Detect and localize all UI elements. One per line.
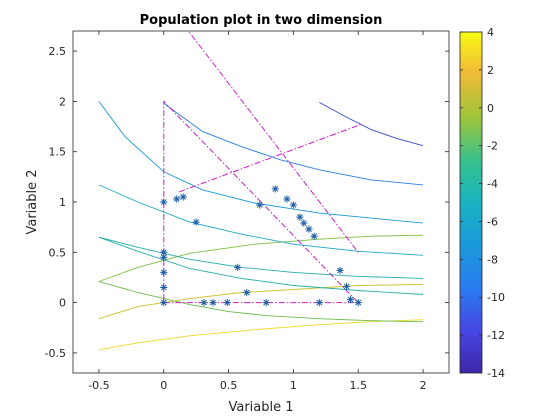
y-tick-label: -0.5: [45, 347, 66, 360]
contour-line-6: [98, 184, 424, 256]
data-point: [160, 248, 168, 256]
x-tick-label: 0.5: [220, 379, 238, 392]
data-point: [354, 298, 362, 307]
data-point: [296, 213, 304, 221]
colorbar: [459, 31, 483, 374]
contour-line-2: [98, 281, 424, 323]
y-tick-label: 1.5: [49, 146, 67, 159]
contour-line-5: [98, 236, 424, 279]
data-point: [271, 185, 279, 193]
contour-line-9: [319, 102, 424, 147]
data-point: [342, 282, 351, 291]
contour-line-0: [98, 319, 424, 351]
colorbar-tick-label: -2: [487, 140, 498, 153]
colorbar-tick-label: 4: [487, 26, 494, 39]
x-tick-label: 0: [160, 379, 167, 392]
x-tick-label: 2: [420, 379, 427, 392]
x-axis-label: Variable 1: [228, 400, 293, 415]
data-point: [160, 198, 168, 206]
dashdot-line-1: [187, 31, 359, 253]
y-tick-label: 1: [59, 196, 66, 209]
data-point: [300, 219, 308, 227]
data-point: [192, 218, 200, 226]
contour-line-4: [98, 236, 424, 295]
chart-title: Population plot in two dimension: [140, 13, 383, 28]
y-tick-label: 0.5: [49, 246, 67, 259]
x-tick-label: 1.5: [349, 379, 367, 392]
data-point: [234, 263, 242, 271]
colorbar-tick-label: 0: [487, 102, 494, 115]
data-point: [200, 298, 208, 307]
y-tick-label: 2.5: [49, 45, 67, 58]
data-point: [160, 283, 168, 292]
colorbar-tick-label: -4: [487, 178, 498, 191]
colorbar-tick-label: -10: [487, 291, 505, 304]
data-point: [310, 232, 318, 240]
contour-line-3: [98, 234, 424, 282]
colorbar-ticks: -14 -12 -10 -8 -6 -4 -2 0 2 4: [460, 26, 505, 380]
data-point: [160, 268, 168, 277]
colorbar-tick-label: -6: [487, 215, 498, 228]
dashdot-line-0: [163, 100, 360, 304]
data-point: [243, 288, 251, 297]
data-point: [160, 298, 168, 307]
data-point: [283, 195, 291, 203]
x-tick-label: 1: [290, 379, 297, 392]
data-point: [262, 298, 270, 307]
data-point: [209, 298, 217, 307]
dashdot-line-2: [179, 124, 361, 193]
y-axis-ticks: -0.5 0 0.5 1 1.5 2 2.5: [45, 45, 449, 360]
data-point: [315, 298, 323, 307]
data-point: [289, 201, 298, 209]
contour-line-7: [98, 101, 424, 224]
contour-lines: [98, 101, 424, 351]
x-tick-label: -0.5: [88, 379, 109, 392]
data-point: [160, 253, 168, 261]
y-tick-label: 2: [59, 95, 66, 108]
data-point: [305, 225, 313, 233]
colorbar-tick-label: -12: [487, 329, 505, 342]
data-point: [346, 295, 355, 304]
boundary-lines: [163, 31, 361, 304]
colorbar-tick-label: -14: [487, 367, 505, 380]
y-axis-label: Variable 2: [25, 169, 40, 234]
data-point: [223, 298, 231, 307]
colorbar-tick-label: 2: [487, 64, 494, 77]
x-axis-ticks: -0.5 0 0.5 1 1.5 2: [88, 31, 427, 392]
data-point: [256, 201, 264, 209]
population-points: [160, 185, 362, 307]
contour-line-1: [98, 284, 424, 320]
contour-line-8: [163, 103, 424, 186]
y-tick-label: 0: [59, 297, 66, 310]
colorbar-tick-label: -8: [487, 253, 498, 266]
data-point: [173, 195, 181, 203]
data-point: [179, 193, 187, 201]
data-point: [336, 266, 344, 274]
